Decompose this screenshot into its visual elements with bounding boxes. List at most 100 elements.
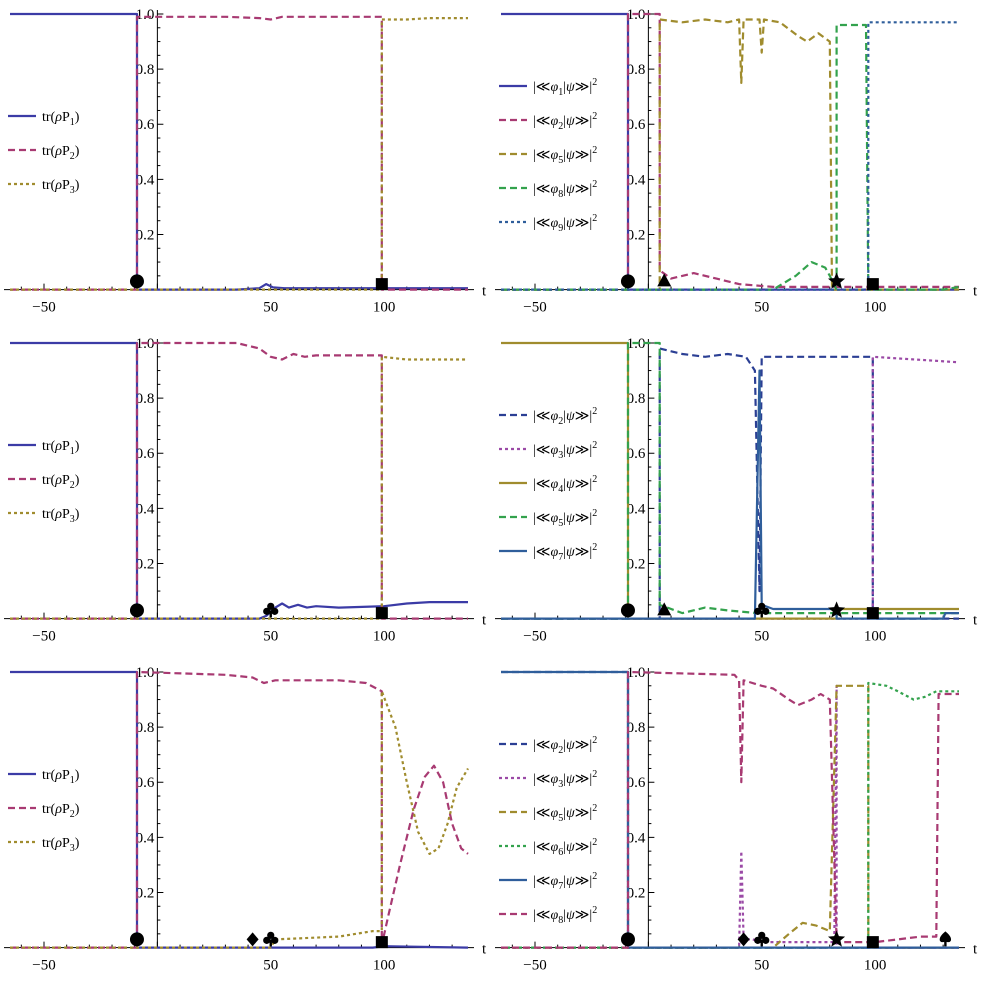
y-tick-label: 0.6: [627, 775, 646, 791]
legend-label: |≪φ7|ψ≫|2: [533, 542, 597, 563]
y-tick-label: 0.2: [627, 227, 646, 243]
y-tick-label: 0.4: [627, 830, 646, 846]
x-tick-label: −50: [523, 958, 546, 974]
legend-item: |≪φ7|ψ≫|2: [499, 871, 597, 892]
circle-marker: [129, 274, 144, 289]
chart-svg: −50 50 1000.20.40.60.81.0t|≪φ2|ψ≫|2|≪φ3|ψ≫…: [495, 665, 978, 974]
series-line-2: [10, 15, 468, 291]
x-tick-label: 100: [864, 958, 887, 974]
x-axis-label: t: [973, 613, 978, 629]
legend-label: tr(ρP1): [42, 439, 80, 457]
square-marker: [375, 607, 388, 620]
legend-label: tr(ρP2): [42, 473, 80, 491]
legend-item: tr(ρP1): [8, 768, 80, 786]
x-tick-label: 100: [864, 300, 887, 316]
legend-label: |≪φ6|ψ≫|2: [533, 837, 597, 858]
series-line-3: [10, 690, 469, 949]
square-marker: [866, 278, 879, 291]
x-tick-label: 50: [754, 958, 769, 974]
circle-marker: [620, 932, 635, 947]
y-tick-label: 0.2: [627, 885, 646, 901]
club-marker: [754, 931, 770, 947]
x-axis-label: t: [482, 284, 487, 300]
legend-label: |≪φ3|ψ≫|2: [533, 769, 597, 790]
panel-top-left: −50 50 100 0.2 0.4 0.6 0.8 1.0 t tr(ρP1) tr(ρP2) tr…: [0, 0, 491, 325]
circle-marker: [620, 603, 635, 618]
y-tick-label: 0.2: [136, 556, 155, 572]
legend-label: |≪φ8|ψ≫|2: [533, 905, 597, 926]
legend-item: |≪φ4|ψ≫|2: [499, 474, 597, 495]
legend-label: |≪φ2|ψ≫|2: [533, 111, 597, 132]
star-marker: [828, 272, 846, 289]
y-tick-label: 0.8: [627, 391, 646, 407]
legend-label: |≪φ7|ψ≫|2: [533, 871, 597, 892]
star-marker: [828, 930, 846, 947]
x-axis-label: t: [973, 942, 978, 958]
x-tick-label: −50: [523, 629, 546, 645]
series-line-2: [501, 12, 959, 291]
legend-label: tr(ρP3): [42, 507, 80, 525]
legend-label: |≪φ2|ψ≫|2: [533, 406, 597, 427]
y-tick-label: 0.6: [136, 775, 155, 791]
x-axis-label: t: [482, 613, 487, 629]
legend-item: |≪φ5|ψ≫|2: [499, 508, 597, 529]
club-marker: [754, 602, 770, 618]
triangle-marker: [657, 602, 672, 616]
legend-item: tr(ρP3): [8, 836, 80, 854]
x-tick-label: 50: [263, 958, 278, 974]
legend-item: |≪φ8|ψ≫|2: [499, 905, 597, 926]
panel-middle-left: −50 50 100 0.2 0.4 0.6 0.8 1.0 t tr(ρP1) tr(ρP2) tr…: [0, 329, 491, 654]
star-marker: [828, 601, 846, 618]
club-marker: [263, 931, 279, 947]
series-line-4: [501, 341, 959, 620]
series-line-5: [501, 369, 959, 620]
legend-label: tr(ρP3): [42, 836, 80, 854]
y-tick-label: 0.8: [136, 391, 155, 407]
y-tick-label: 0.4: [136, 501, 155, 517]
legend-item: tr(ρP2): [8, 473, 80, 491]
legend-item: tr(ρP2): [8, 802, 80, 820]
x-axis-label: t: [482, 942, 487, 958]
circle-marker: [129, 603, 144, 618]
x-tick-label: 100: [373, 629, 396, 645]
legend-label: |≪φ9|ψ≫|2: [533, 213, 597, 234]
series-line-2: [501, 684, 959, 949]
y-tick-label: 0.4: [627, 501, 646, 517]
diamond-marker: [246, 932, 259, 947]
legend-item: |≪φ3|ψ≫|2: [499, 440, 597, 461]
y-tick-label: 0.4: [136, 830, 155, 846]
square-marker: [866, 607, 879, 620]
panel-middle-right: −50 50 100 0.2 0.4 0.6 0.8 1.0 t |≪φ2|ψ≫|2 |≪φ3|ψ≫…: [491, 329, 982, 654]
series-line-2: [10, 670, 469, 949]
x-tick-label: −50: [32, 629, 55, 645]
series-line-6: [501, 670, 959, 949]
y-tick-label: 0.6: [136, 117, 155, 133]
legend-label: |≪φ1|ψ≫|2: [533, 77, 597, 98]
legend-label: |≪φ5|ψ≫|2: [533, 145, 597, 166]
legend-label: |≪φ8|ψ≫|2: [533, 179, 597, 200]
legend-item: |≪φ2|ψ≫|2: [499, 111, 597, 132]
x-tick-label: 50: [263, 629, 278, 645]
legend-item: |≪φ6|ψ≫|2: [499, 837, 597, 858]
x-tick-label: −50: [32, 958, 55, 974]
circle-marker: [129, 932, 144, 947]
series-line-1: [501, 347, 959, 620]
y-tick-label: 0.6: [627, 446, 646, 462]
chart-svg: −50 50 1000.20.40.60.81.0t|≪φ1|ψ≫|2|≪φ2|ψ≫…: [495, 7, 978, 316]
legend-item: tr(ρP1): [8, 110, 80, 128]
series-line-3: [10, 355, 468, 620]
chart-svg: −50 50 1000.20.40.60.81.0t|≪φ2|ψ≫|2|≪φ3|ψ≫…: [495, 336, 978, 645]
y-tick-label: 0.8: [627, 62, 646, 78]
legend-item: |≪φ8|ψ≫|2: [499, 179, 597, 200]
y-tick-label: 0.2: [136, 885, 155, 901]
y-tick-label: 0.4: [627, 172, 646, 188]
legend-item: |≪φ2|ψ≫|2: [499, 406, 597, 427]
series-line-3: [501, 18, 959, 291]
series-line-4: [501, 681, 959, 949]
legend-item: tr(ρP3): [8, 507, 80, 525]
square-marker: [375, 936, 388, 949]
legend-item: |≪φ9|ψ≫|2: [499, 213, 597, 234]
circle-marker: [620, 274, 635, 289]
legend-label: tr(ρP1): [42, 768, 80, 786]
